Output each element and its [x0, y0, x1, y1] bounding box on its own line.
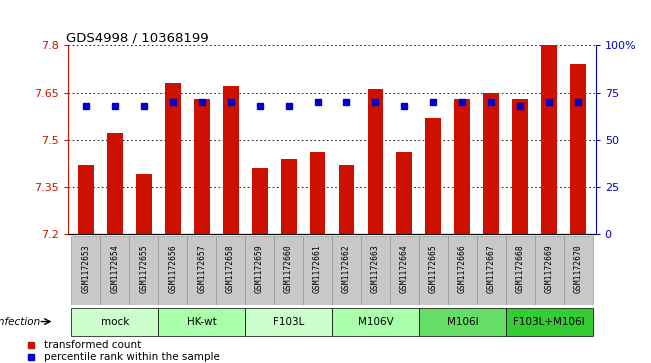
Bar [158, 236, 187, 305]
Text: GSM1172656: GSM1172656 [168, 245, 177, 293]
Bar [361, 236, 390, 305]
Text: HK-wt: HK-wt [187, 317, 217, 327]
Text: M106V: M106V [357, 317, 393, 327]
Text: GSM1172655: GSM1172655 [139, 245, 148, 293]
Text: GSM1172664: GSM1172664 [400, 245, 409, 293]
Text: GSM1172668: GSM1172668 [516, 245, 525, 293]
Bar [506, 236, 535, 305]
Bar [245, 236, 274, 305]
Text: GDS4998 / 10368199: GDS4998 / 10368199 [66, 31, 208, 44]
Bar [77, 165, 94, 234]
Bar [281, 159, 296, 234]
Bar [71, 308, 158, 336]
Bar [251, 168, 268, 234]
Text: GSM1172657: GSM1172657 [197, 245, 206, 293]
Text: GSM1172658: GSM1172658 [226, 245, 235, 293]
Text: GSM1172667: GSM1172667 [487, 245, 496, 293]
Bar [193, 99, 210, 234]
Bar [542, 45, 557, 234]
Bar [512, 99, 529, 234]
Bar [310, 152, 326, 234]
Bar [129, 236, 158, 305]
Bar [477, 236, 506, 305]
Text: GSM1172666: GSM1172666 [458, 245, 467, 293]
Bar [454, 99, 471, 234]
Text: percentile rank within the sample: percentile rank within the sample [44, 352, 220, 362]
Bar [419, 308, 506, 336]
Text: GSM1172660: GSM1172660 [284, 245, 293, 293]
Text: F103L+M106I: F103L+M106I [514, 317, 585, 327]
Bar [332, 308, 419, 336]
Bar [535, 236, 564, 305]
Bar [274, 236, 303, 305]
Text: F103L: F103L [273, 317, 304, 327]
Bar [339, 165, 354, 234]
Text: infection: infection [0, 317, 41, 327]
Text: GSM1172654: GSM1172654 [110, 245, 119, 293]
Text: GSM1172661: GSM1172661 [313, 245, 322, 293]
Bar [71, 236, 100, 305]
Bar [216, 236, 245, 305]
Bar [570, 64, 587, 234]
Bar [506, 308, 593, 336]
Bar [100, 236, 129, 305]
Bar [107, 134, 122, 234]
Bar [564, 236, 593, 305]
Bar [165, 83, 180, 234]
Bar [484, 93, 499, 234]
Bar [390, 236, 419, 305]
Text: GSM1172662: GSM1172662 [342, 245, 351, 293]
Text: GSM1172663: GSM1172663 [371, 245, 380, 293]
Bar [448, 236, 477, 305]
Bar [187, 236, 216, 305]
Bar [396, 152, 413, 234]
Bar [158, 308, 245, 336]
Text: GSM1172670: GSM1172670 [574, 245, 583, 293]
Bar [368, 89, 383, 234]
Bar [426, 118, 441, 234]
Text: GSM1172659: GSM1172659 [255, 245, 264, 293]
Text: GSM1172665: GSM1172665 [429, 245, 438, 293]
Bar [223, 86, 238, 234]
Bar [332, 236, 361, 305]
Text: GSM1172653: GSM1172653 [81, 245, 90, 293]
Bar [245, 308, 332, 336]
Bar [419, 236, 448, 305]
Bar [303, 236, 332, 305]
Bar [135, 174, 152, 234]
Text: M106I: M106I [447, 317, 478, 327]
Text: transformed count: transformed count [44, 340, 141, 350]
Text: mock: mock [100, 317, 129, 327]
Text: GSM1172669: GSM1172669 [545, 245, 554, 293]
